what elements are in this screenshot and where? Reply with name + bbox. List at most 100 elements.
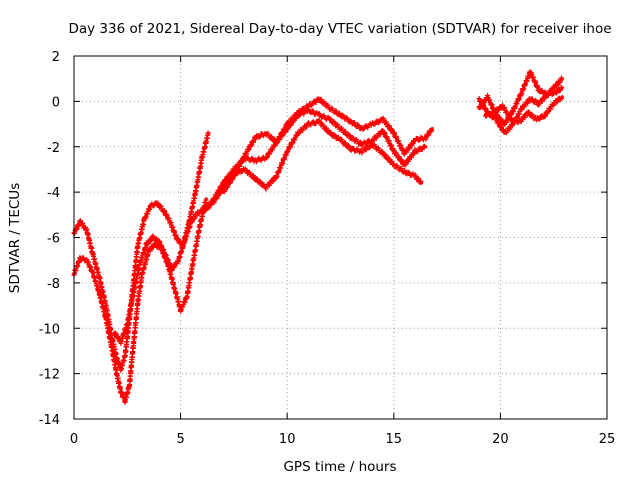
data-point bbox=[274, 174, 279, 178]
y-tick-labels: 2 0 -2 -4 -6 -8 -10 -12 -14 bbox=[39, 50, 60, 428]
data-point bbox=[274, 140, 279, 144]
data-point bbox=[419, 181, 424, 185]
data-point bbox=[119, 390, 123, 394]
data-point bbox=[392, 163, 396, 167]
data-point bbox=[147, 249, 151, 253]
data-point bbox=[136, 242, 140, 246]
data-point bbox=[285, 149, 289, 153]
data-point bbox=[232, 174, 236, 178]
data-point bbox=[483, 113, 488, 117]
series-markers bbox=[220, 106, 428, 194]
data-point bbox=[486, 95, 490, 99]
data-point bbox=[381, 152, 385, 156]
data-point bbox=[338, 113, 343, 117]
data-point bbox=[349, 136, 353, 140]
data-point bbox=[112, 331, 117, 335]
data-point bbox=[402, 170, 407, 174]
x-tick-label: 0 bbox=[70, 432, 78, 447]
data-point bbox=[151, 235, 155, 240]
data-point bbox=[196, 210, 200, 215]
data-point bbox=[200, 156, 204, 160]
data-point bbox=[296, 131, 300, 135]
data-point bbox=[157, 240, 161, 244]
data-point bbox=[202, 208, 206, 212]
y-tick-label: -2 bbox=[47, 141, 60, 156]
data-point bbox=[402, 152, 407, 156]
data-point bbox=[392, 149, 396, 153]
data-series bbox=[71, 69, 564, 405]
y-tick-label: -4 bbox=[47, 186, 60, 201]
data-point bbox=[110, 349, 114, 353]
x-tick-label: 20 bbox=[492, 432, 509, 447]
data-point bbox=[155, 201, 159, 206]
data-point bbox=[528, 70, 532, 74]
data-point bbox=[243, 154, 247, 158]
data-point bbox=[185, 294, 189, 299]
data-point bbox=[264, 131, 268, 135]
data-point bbox=[360, 142, 364, 147]
x-axis-label: GPS time / hours bbox=[283, 459, 396, 475]
data-point bbox=[123, 353, 127, 358]
data-point bbox=[526, 111, 530, 115]
data-point bbox=[164, 254, 168, 258]
data-point bbox=[98, 292, 102, 296]
data-point bbox=[413, 174, 417, 178]
data-point bbox=[264, 156, 268, 160]
y-tick-label: -8 bbox=[47, 277, 60, 292]
x-tick-label: 15 bbox=[386, 432, 403, 447]
y-tick-label: -10 bbox=[39, 322, 60, 337]
data-point bbox=[560, 95, 564, 99]
data-point bbox=[78, 256, 82, 260]
data-point bbox=[370, 122, 375, 126]
data-point bbox=[78, 220, 82, 224]
data-point bbox=[543, 113, 547, 117]
series-markers bbox=[71, 130, 211, 373]
data-point bbox=[554, 83, 558, 88]
data-point bbox=[179, 308, 183, 312]
data-point bbox=[424, 136, 428, 140]
data-point bbox=[132, 290, 136, 294]
data-point bbox=[328, 117, 332, 122]
data-point bbox=[243, 167, 247, 171]
y-tick-label: -14 bbox=[39, 413, 60, 428]
y-tick-label: -6 bbox=[47, 232, 60, 247]
data-point bbox=[520, 90, 524, 94]
data-point bbox=[136, 299, 140, 303]
data-point bbox=[402, 163, 407, 167]
chart-title: Day 336 of 2021, Sidereal Day-to-day VTE… bbox=[68, 21, 611, 37]
y-axis-label: SDTVAR / TECUs bbox=[7, 183, 23, 293]
data-point bbox=[153, 242, 157, 246]
data-point bbox=[360, 149, 364, 153]
data-point bbox=[520, 106, 524, 110]
data-point bbox=[535, 117, 539, 122]
axis-ticks bbox=[73, 55, 608, 420]
data-point bbox=[545, 93, 549, 97]
data-point bbox=[349, 120, 353, 124]
data-point bbox=[492, 111, 496, 115]
data-point bbox=[149, 204, 153, 208]
data-point bbox=[189, 220, 193, 224]
data-point bbox=[211, 199, 215, 203]
data-point bbox=[138, 260, 142, 265]
data-point bbox=[172, 285, 176, 289]
data-point bbox=[511, 108, 515, 112]
data-point bbox=[183, 238, 187, 242]
data-point bbox=[168, 220, 172, 224]
data-point bbox=[349, 147, 353, 151]
data-point bbox=[360, 127, 364, 131]
data-point bbox=[119, 367, 123, 371]
data-point bbox=[161, 208, 166, 212]
data-point bbox=[264, 186, 268, 190]
data-point bbox=[140, 272, 144, 276]
data-point bbox=[306, 104, 311, 108]
series-track-6 bbox=[476, 69, 564, 127]
data-point bbox=[127, 383, 131, 387]
data-point bbox=[537, 88, 541, 92]
data-point bbox=[191, 258, 195, 262]
x-tick-labels: 0 5 10 15 20 25 bbox=[70, 432, 615, 447]
data-point bbox=[392, 131, 396, 135]
data-point bbox=[537, 102, 541, 106]
data-point bbox=[328, 131, 332, 135]
data-point bbox=[91, 254, 95, 258]
data-point bbox=[253, 136, 257, 140]
